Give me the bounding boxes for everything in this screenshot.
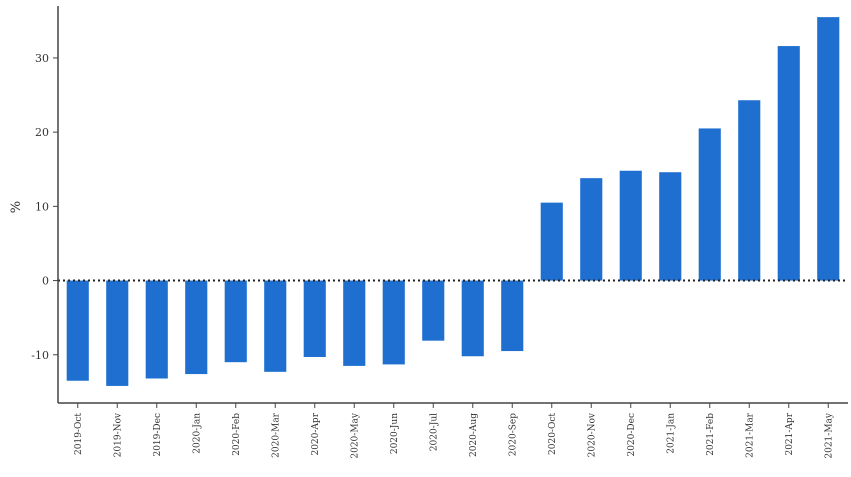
y-tick-label: 10 [35,200,49,213]
bar-2020-Dec [619,170,642,281]
x-tick-label: 2020-Jul [429,413,439,451]
x-tick-label: 2020-May [350,412,360,459]
bar-2019-Oct [66,280,89,381]
x-tick-label: 2019-Oct [74,413,84,455]
x-tick-label: 2021-Mar [745,412,755,458]
bar-2021-Mar [738,100,761,281]
bar-2020-Apr [303,280,326,357]
y-tick-label: 20 [35,126,49,139]
x-tick-label: 2020-Mar [271,412,281,458]
x-tick-label: 2020-Apr [311,412,321,455]
bar-2020-Nov [580,178,603,281]
bars-group [66,17,840,386]
x-tick-label: 2020-Jan [192,413,202,454]
bar-2020-Oct [540,202,563,281]
y-tick-label: 0 [42,275,49,288]
x-tick-label: 2020-Nov [587,412,597,457]
bar-2020-Jan [185,280,208,375]
bar-2021-Apr [777,46,800,281]
x-tick-label: 2021-Jan [666,413,676,454]
x-tick-label: 2019-Nov [113,412,123,457]
bar-2020-Sep [501,280,524,352]
y-axis-ticks: -10 0 10 20 30 [31,52,58,362]
bar-2020-May [343,280,366,366]
bar-2021-Jan [659,172,682,281]
bar-2021-May [817,17,840,281]
y-tick-label: 30 [35,52,49,65]
x-tick-label: 2020-Feb [232,413,242,456]
bar-2020-Mar [264,280,287,372]
x-tick-label: 2021-May [824,412,834,459]
bar-2020-Jun [382,280,405,365]
x-tick-label: 2021-Apr [785,412,795,455]
x-tick-label: 2020-Sep [508,413,518,456]
bar-2020-Feb [224,280,247,363]
bar-2020-Jul [422,280,445,341]
bar-2019-Dec [145,280,168,379]
y-axis-title: % [9,201,24,213]
x-tick-label: 2020-Jun [390,413,400,454]
x-tick-label: 2019-Dec [153,413,163,457]
x-axis-ticks: 2019-Oct 2019-Nov 2019-Dec 2020-Jan 2020-Feb… [74,403,834,459]
bar-2019-Nov [106,280,129,386]
bar-2020-Aug [461,280,484,357]
x-tick-label: 2020-Aug [469,413,479,457]
x-tick-label: 2021-Feb [706,413,716,456]
x-tick-label: 2020-Oct [548,413,558,455]
x-tick-label: 2020-Dec [627,413,637,457]
y-tick-label: -10 [31,349,49,362]
bar-2021-Feb [698,128,721,281]
